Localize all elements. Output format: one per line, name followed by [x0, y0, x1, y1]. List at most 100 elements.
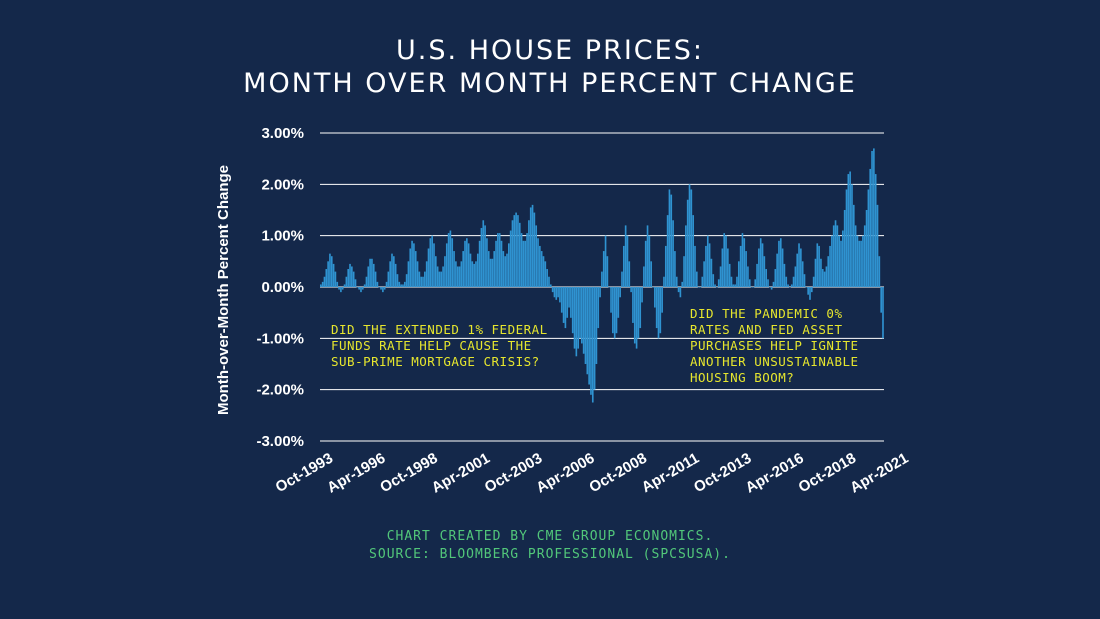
bar — [424, 271, 426, 287]
bar — [495, 240, 497, 287]
bar — [453, 251, 455, 287]
bar — [414, 251, 417, 287]
bar — [553, 287, 556, 298]
bar — [422, 276, 424, 287]
y-tick-label: 2.00% — [261, 176, 304, 193]
bar — [456, 266, 459, 287]
bar — [681, 281, 684, 287]
bar — [358, 287, 360, 290]
bar — [352, 271, 355, 287]
x-tick-label: Apr-2021 — [847, 450, 911, 497]
bar — [602, 251, 605, 287]
bar — [622, 245, 625, 287]
bar — [484, 225, 486, 287]
bar — [387, 271, 390, 287]
bar — [818, 245, 820, 287]
bar — [361, 287, 364, 290]
bar — [584, 287, 587, 364]
annotation-line: ANOTHER UNSUSTAINABLE — [690, 354, 859, 369]
bar — [467, 243, 470, 287]
bar — [831, 235, 833, 287]
bar — [557, 287, 559, 298]
bar — [750, 287, 753, 288]
bar — [615, 287, 618, 334]
bar — [340, 287, 342, 293]
bar — [588, 287, 590, 385]
bar — [522, 240, 525, 287]
bar — [486, 238, 488, 287]
bar — [593, 287, 596, 390]
bar — [856, 235, 859, 287]
bar — [405, 274, 408, 287]
bar — [785, 276, 788, 287]
bar — [579, 287, 581, 339]
bar — [617, 287, 620, 318]
bar — [431, 235, 433, 287]
bar — [389, 261, 391, 287]
bar — [518, 222, 521, 287]
bar — [867, 189, 870, 287]
bar — [400, 284, 402, 287]
annotations: DID THE EXTENDED 1% FEDERAL FUNDS RATE HE… — [331, 306, 859, 385]
bar — [643, 266, 645, 287]
bar — [803, 274, 806, 287]
bar — [719, 266, 722, 287]
bar — [686, 199, 689, 287]
bar — [852, 204, 855, 287]
bar — [416, 261, 419, 287]
bar — [595, 287, 598, 364]
bar — [440, 271, 443, 287]
bar — [800, 248, 802, 287]
bar — [626, 235, 629, 287]
bar — [391, 253, 393, 287]
bar — [560, 287, 563, 313]
bar — [520, 233, 523, 287]
bar — [860, 240, 862, 287]
bar — [854, 225, 857, 287]
bar — [725, 235, 727, 287]
bar — [575, 287, 578, 357]
bar — [796, 253, 799, 287]
bar — [743, 238, 746, 287]
bar — [608, 287, 611, 288]
bar — [427, 248, 430, 287]
bar — [473, 263, 475, 287]
credit-line-2: SOURCE: BLOOMBERG PROFESSIONAL (SPCSUSA)… — [369, 547, 731, 562]
x-axis-ticks: Oct-1993Apr-1996Oct-1998Apr-2001Oct-2003… — [273, 450, 912, 497]
bar — [500, 240, 503, 287]
x-tick-label: Apr-2006 — [533, 450, 597, 497]
bar — [632, 287, 634, 323]
bar — [458, 266, 461, 287]
bar — [834, 220, 837, 287]
bar — [737, 261, 740, 287]
bar — [338, 287, 340, 290]
bar — [694, 245, 696, 287]
bar — [480, 227, 483, 287]
bar — [758, 248, 760, 287]
bar — [706, 235, 709, 287]
x-tick-label: Oct-2008 — [586, 450, 649, 496]
bar — [535, 225, 538, 287]
bar — [873, 148, 875, 287]
bar — [701, 276, 704, 287]
bar — [683, 256, 685, 287]
x-tick-label: Apr-2001 — [429, 450, 493, 497]
x-tick-label: Oct-1998 — [377, 450, 440, 496]
bar — [754, 279, 757, 287]
bar — [728, 263, 731, 287]
bar — [597, 287, 600, 329]
bar — [874, 174, 877, 287]
credit-line-1: CHART CREATED BY CME GROUP ECONOMICS. — [386, 529, 714, 544]
bar — [721, 248, 724, 287]
bar — [376, 281, 379, 287]
bar — [741, 233, 744, 287]
annotation-line: FUNDS RATE HELP CAUSE THE — [331, 338, 532, 353]
bar — [823, 271, 826, 287]
y-tick-label: 0.00% — [261, 279, 304, 296]
bar — [840, 240, 842, 287]
bar — [845, 189, 848, 287]
bar — [712, 274, 715, 287]
bar — [347, 269, 350, 287]
bar — [805, 287, 808, 288]
